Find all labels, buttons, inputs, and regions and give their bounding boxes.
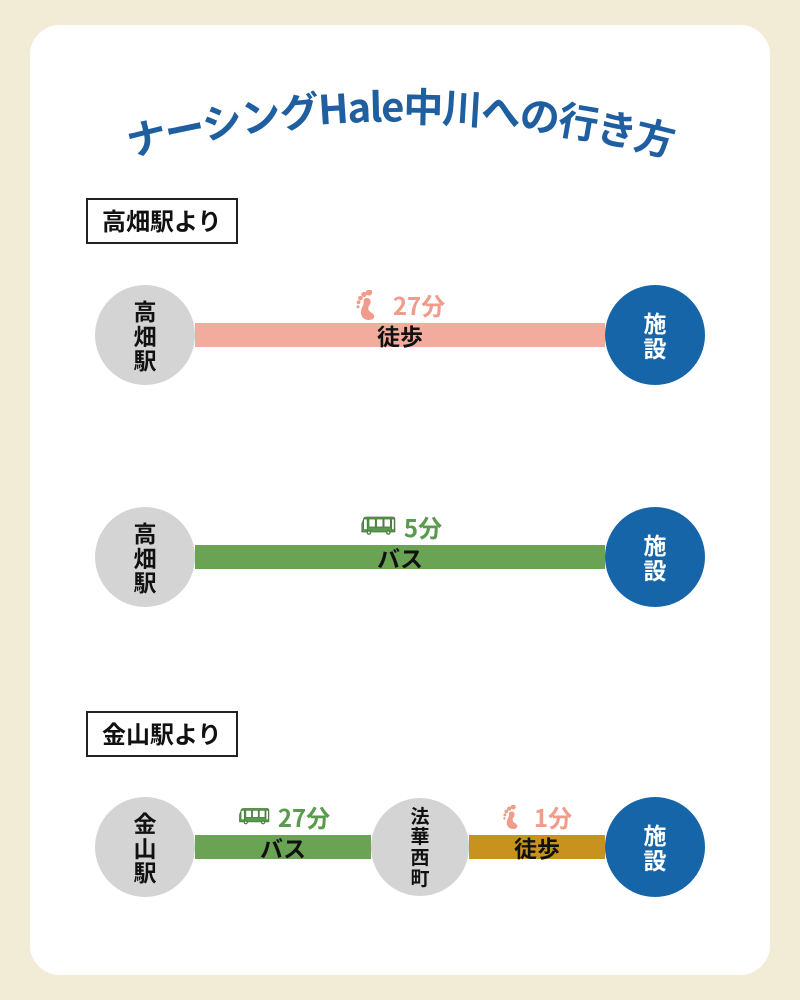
svg-text:ナーシングHale中川への行き方: ナーシングHale中川への行き方 [120, 75, 681, 168]
